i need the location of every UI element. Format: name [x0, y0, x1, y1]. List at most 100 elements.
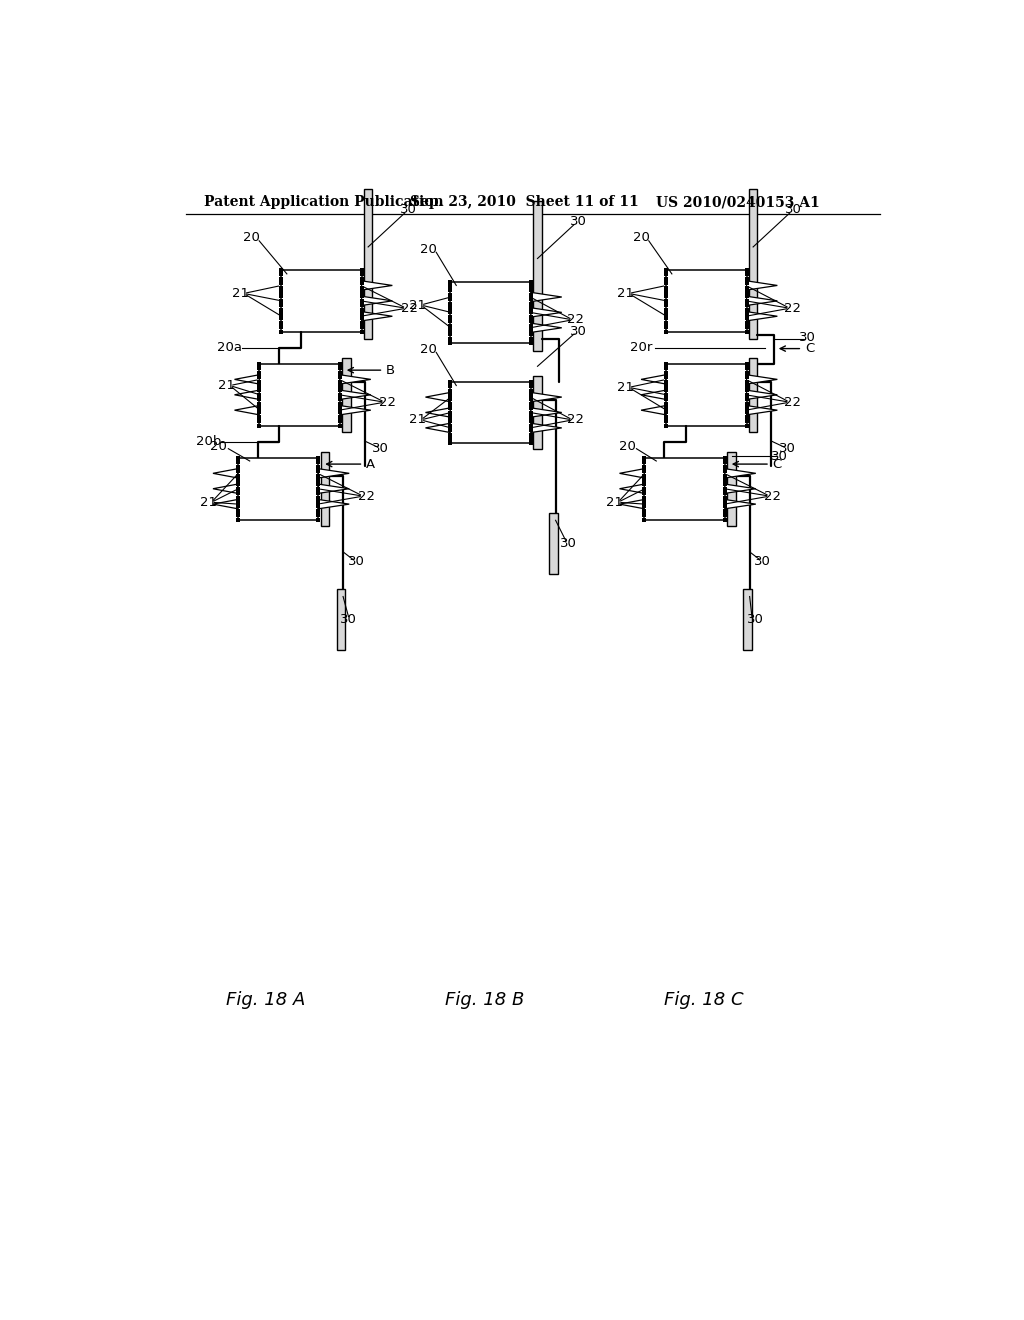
Text: 20: 20: [420, 243, 437, 256]
Polygon shape: [361, 296, 392, 305]
Polygon shape: [318, 484, 349, 494]
Text: 22: 22: [379, 396, 396, 409]
Polygon shape: [531, 424, 562, 433]
Bar: [534, 376, 542, 449]
Text: US 2010/0240153 A1: US 2010/0240153 A1: [656, 195, 820, 210]
Text: Patent Application Publication: Patent Application Publication: [204, 195, 443, 210]
Text: 21: 21: [617, 286, 634, 300]
Text: 30: 30: [746, 612, 764, 626]
Polygon shape: [746, 312, 777, 321]
Polygon shape: [361, 281, 392, 290]
Text: 22: 22: [784, 396, 801, 409]
Text: 30: 30: [779, 442, 796, 455]
Polygon shape: [318, 499, 349, 508]
Text: Sep. 23, 2010  Sheet 11 of 11: Sep. 23, 2010 Sheet 11 of 11: [410, 195, 639, 210]
Polygon shape: [531, 392, 562, 401]
Text: 30: 30: [569, 325, 587, 338]
Text: 30: 30: [785, 203, 802, 216]
Text: 21: 21: [410, 413, 426, 426]
Text: 22: 22: [784, 302, 801, 314]
Text: 21: 21: [410, 298, 426, 312]
Text: 21: 21: [606, 496, 624, 508]
Polygon shape: [531, 293, 562, 302]
Polygon shape: [641, 391, 666, 400]
Polygon shape: [425, 408, 451, 417]
Polygon shape: [641, 405, 666, 414]
Polygon shape: [620, 469, 644, 478]
Polygon shape: [234, 375, 259, 384]
Bar: [342, 358, 351, 432]
Bar: [749, 358, 758, 432]
Polygon shape: [213, 484, 238, 494]
Polygon shape: [746, 375, 777, 384]
Text: 30: 30: [560, 537, 578, 550]
Text: 30: 30: [340, 612, 357, 626]
Text: 22: 22: [400, 302, 418, 314]
Polygon shape: [425, 392, 451, 401]
Polygon shape: [725, 469, 756, 478]
Polygon shape: [725, 499, 756, 508]
Polygon shape: [213, 499, 238, 508]
Text: Fig. 18 A: Fig. 18 A: [225, 991, 305, 1010]
Bar: [666, 364, 746, 425]
Bar: [550, 512, 558, 574]
Text: 30: 30: [373, 442, 389, 455]
Text: C: C: [780, 342, 814, 355]
Polygon shape: [531, 308, 562, 317]
Bar: [451, 281, 531, 343]
Polygon shape: [361, 312, 392, 321]
Polygon shape: [531, 408, 562, 417]
Bar: [451, 381, 531, 444]
Text: 20: 20: [243, 231, 260, 244]
Text: 30: 30: [400, 203, 417, 216]
Text: B: B: [348, 363, 395, 376]
Polygon shape: [531, 323, 562, 333]
Polygon shape: [746, 296, 777, 305]
Text: 22: 22: [357, 490, 375, 503]
Text: 22: 22: [567, 413, 584, 426]
Bar: [238, 458, 318, 520]
Bar: [727, 451, 736, 525]
Text: Fig. 18 C: Fig. 18 C: [665, 991, 744, 1010]
Polygon shape: [641, 375, 666, 384]
Polygon shape: [746, 405, 777, 414]
Text: 20: 20: [420, 343, 437, 356]
Text: 22: 22: [567, 313, 584, 326]
Bar: [337, 589, 345, 651]
Polygon shape: [318, 469, 349, 478]
Text: 20: 20: [210, 440, 226, 453]
Text: 30: 30: [771, 450, 788, 463]
Bar: [749, 189, 758, 339]
Text: 30: 30: [348, 556, 365, 569]
Bar: [666, 271, 746, 331]
Polygon shape: [620, 499, 644, 508]
Polygon shape: [746, 391, 777, 400]
Text: 22: 22: [764, 490, 781, 503]
Text: 30: 30: [799, 331, 816, 345]
Text: Fig. 18 B: Fig. 18 B: [445, 991, 524, 1010]
Polygon shape: [213, 469, 238, 478]
Text: 20r: 20r: [630, 342, 652, 354]
Text: 21: 21: [617, 381, 634, 393]
Polygon shape: [340, 375, 371, 384]
Polygon shape: [234, 391, 259, 400]
Bar: [281, 271, 361, 331]
Text: 21: 21: [218, 379, 236, 392]
Polygon shape: [620, 484, 644, 494]
Text: A: A: [327, 458, 376, 471]
Polygon shape: [725, 484, 756, 494]
Polygon shape: [234, 405, 259, 414]
Bar: [743, 589, 752, 651]
Bar: [259, 364, 340, 425]
Text: 20: 20: [633, 231, 649, 244]
Polygon shape: [746, 281, 777, 290]
Text: 30: 30: [569, 215, 587, 228]
Text: 20a: 20a: [217, 342, 243, 354]
Text: 20b: 20b: [196, 436, 221, 449]
Polygon shape: [340, 391, 371, 400]
Text: 20: 20: [618, 440, 636, 453]
Text: 21: 21: [200, 496, 217, 508]
Text: 21: 21: [232, 286, 249, 300]
Text: C: C: [733, 458, 782, 471]
Bar: [321, 451, 330, 525]
